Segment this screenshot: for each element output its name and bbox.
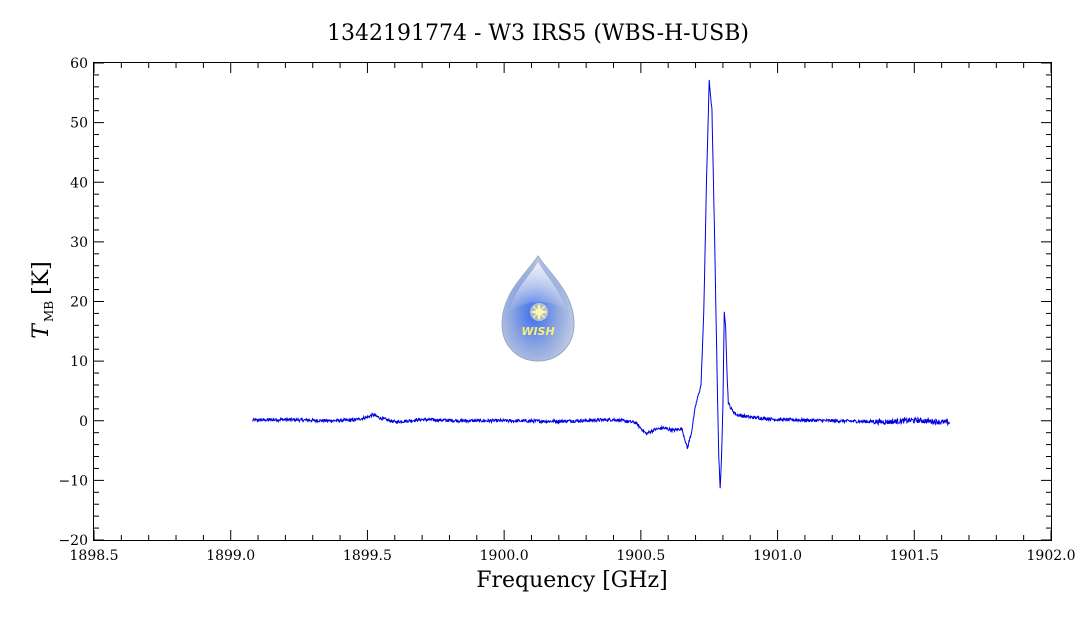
plot-frame — [93, 62, 1052, 541]
chart-title: 1342191774 - W3 IRS5 (WBS-H-USB) — [327, 21, 749, 46]
x-tick-label: 1899.5 — [343, 548, 392, 564]
x-tick-label: 1900.5 — [616, 548, 665, 564]
x-tick-label: 1901.0 — [753, 548, 802, 564]
y-tick-labels: 60 50 40 30 20 10 0 −10 −20 — [58, 56, 88, 549]
y-tick-label: 20 — [70, 295, 88, 311]
logo-text: WISH — [521, 325, 554, 338]
wish-logo: WISH — [501, 255, 575, 362]
svg-text:TMB[K]: TMB [K] — [29, 261, 56, 338]
y-tick-label: 0 — [79, 414, 88, 430]
y-axis-label-subscript: MB — [42, 301, 56, 322]
y-tick-label: −10 — [58, 473, 88, 489]
spectrum-line — [252, 79, 951, 489]
y-tick-label: 10 — [70, 354, 88, 370]
y-tick-label: −20 — [58, 533, 88, 549]
y-tick-label: 30 — [70, 235, 88, 251]
y-axis-label: TMB [K] — [29, 261, 56, 338]
x-tick-label: 1901.5 — [890, 548, 939, 564]
y-tick-label: 60 — [70, 56, 88, 72]
x-axis-label: Frequency [GHz] — [476, 568, 668, 593]
x-tick-label: 1900.0 — [480, 548, 529, 564]
star-icon — [530, 303, 548, 321]
x-tick-labels: 1898.5 1899.0 1899.5 1900.0 1900.5 1901.0 1901… — [70, 548, 1076, 564]
x-tick-label: 1902.0 — [1027, 548, 1076, 564]
x-tick-label: 1899.0 — [206, 548, 255, 564]
y-tick-label: 40 — [70, 175, 88, 191]
y-tick-label: 50 — [70, 116, 88, 132]
axis-ticks — [93, 62, 1052, 541]
y-axis-label-unit: [K] — [29, 261, 54, 295]
x-tick-label: 1898.5 — [70, 548, 119, 564]
y-axis-label-symbol: T — [29, 322, 54, 339]
